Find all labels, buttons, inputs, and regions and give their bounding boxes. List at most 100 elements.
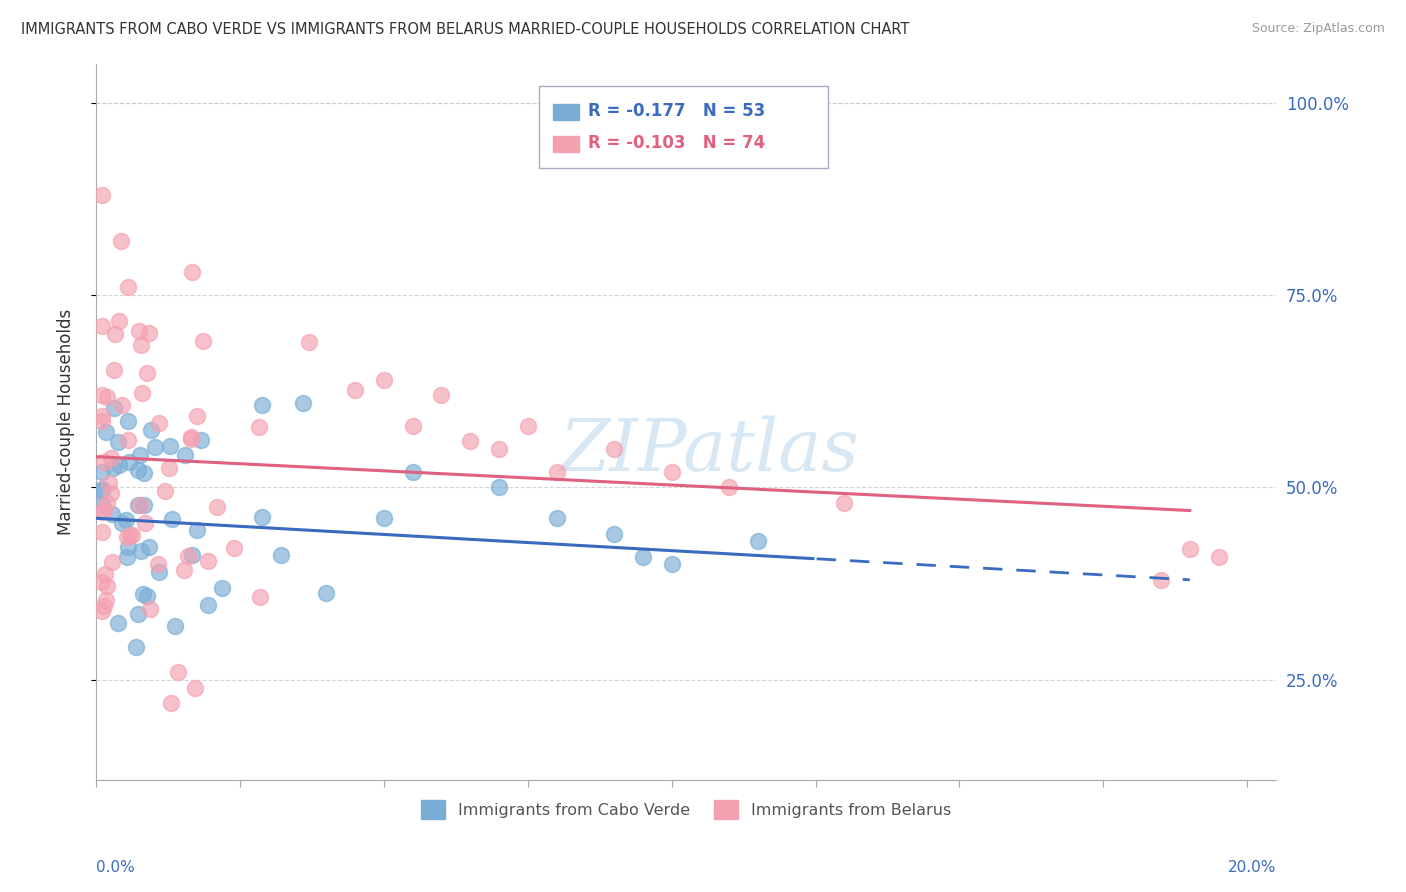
Point xyxy=(90,604,112,618)
Point xyxy=(131,587,153,601)
Point xyxy=(110,234,132,248)
Point xyxy=(90,505,112,519)
Point xyxy=(298,335,321,350)
Point xyxy=(90,414,112,428)
Point xyxy=(136,366,159,380)
Point xyxy=(167,665,190,680)
Point xyxy=(103,362,125,376)
Point xyxy=(90,465,112,479)
Point xyxy=(373,511,395,525)
Y-axis label: Married-couple Households: Married-couple Households xyxy=(58,309,75,535)
Point xyxy=(344,383,367,397)
Point xyxy=(159,439,181,453)
Point xyxy=(180,548,202,562)
Point xyxy=(180,430,202,444)
Point xyxy=(94,425,117,439)
Point xyxy=(129,338,152,352)
Point xyxy=(96,496,118,510)
Point xyxy=(190,433,212,447)
Point xyxy=(107,435,129,450)
Point xyxy=(117,549,139,564)
Point xyxy=(90,387,112,401)
Point xyxy=(100,450,122,465)
Point xyxy=(247,420,270,434)
Point xyxy=(96,390,118,404)
Point xyxy=(631,549,654,564)
Point xyxy=(430,388,453,402)
Point xyxy=(127,463,149,477)
Point xyxy=(270,548,292,562)
Point xyxy=(373,373,395,387)
Point xyxy=(125,640,148,655)
Point xyxy=(138,540,160,554)
Point xyxy=(1150,573,1173,587)
Point xyxy=(118,528,141,542)
Point xyxy=(315,586,337,600)
Point xyxy=(90,319,112,334)
Point xyxy=(117,530,139,544)
Point xyxy=(834,496,856,510)
Point xyxy=(117,433,139,447)
Bar xyxy=(553,104,579,120)
Point xyxy=(111,398,134,412)
Point xyxy=(132,466,155,480)
Point xyxy=(139,423,162,437)
Point xyxy=(546,511,568,525)
Point xyxy=(93,503,115,517)
Point xyxy=(100,485,122,500)
Point xyxy=(128,325,150,339)
Point xyxy=(173,563,195,577)
Point xyxy=(117,540,139,554)
Point xyxy=(132,498,155,512)
Point xyxy=(94,567,117,582)
Text: 0.0%: 0.0% xyxy=(96,860,135,874)
Point xyxy=(101,507,124,521)
Text: R = -0.177   N = 53: R = -0.177 N = 53 xyxy=(588,102,765,120)
Point xyxy=(107,615,129,630)
Point xyxy=(101,461,124,475)
Point xyxy=(197,553,219,567)
Point xyxy=(488,442,510,456)
Point xyxy=(96,579,118,593)
Point xyxy=(181,265,204,279)
Point xyxy=(224,541,246,556)
Point xyxy=(197,598,219,612)
Point xyxy=(162,512,184,526)
Point xyxy=(97,475,120,490)
Bar xyxy=(553,136,579,153)
Point xyxy=(146,557,169,571)
Point xyxy=(118,455,141,469)
Point xyxy=(160,696,183,710)
Text: 20.0%: 20.0% xyxy=(1227,860,1277,874)
Point xyxy=(718,480,741,494)
Point xyxy=(117,414,139,428)
Point xyxy=(157,460,180,475)
Point xyxy=(127,499,149,513)
Point xyxy=(117,280,139,294)
Text: IMMIGRANTS FROM CABO VERDE VS IMMIGRANTS FROM BELARUS MARRIED-COUPLE HOUSEHOLDS : IMMIGRANTS FROM CABO VERDE VS IMMIGRANTS… xyxy=(21,22,910,37)
Point xyxy=(249,590,271,604)
Point xyxy=(603,442,626,456)
Point xyxy=(173,448,195,462)
Point xyxy=(1208,549,1230,564)
Point xyxy=(121,528,143,542)
Point xyxy=(458,434,481,449)
Point xyxy=(93,599,115,614)
Point xyxy=(90,484,112,499)
Point xyxy=(104,327,127,342)
Point xyxy=(184,681,207,695)
Point xyxy=(96,592,118,607)
Point xyxy=(108,458,131,473)
Point xyxy=(488,480,510,494)
Point xyxy=(193,334,215,349)
Point xyxy=(148,565,170,579)
Point xyxy=(131,385,153,400)
Point xyxy=(134,516,156,530)
Point xyxy=(143,440,166,454)
Text: R = -0.103   N = 74: R = -0.103 N = 74 xyxy=(588,134,765,152)
Point xyxy=(401,465,423,479)
Point xyxy=(90,188,112,202)
Point xyxy=(661,558,683,572)
Text: ZIPatlas: ZIPatlas xyxy=(560,416,859,486)
Point xyxy=(186,409,208,424)
